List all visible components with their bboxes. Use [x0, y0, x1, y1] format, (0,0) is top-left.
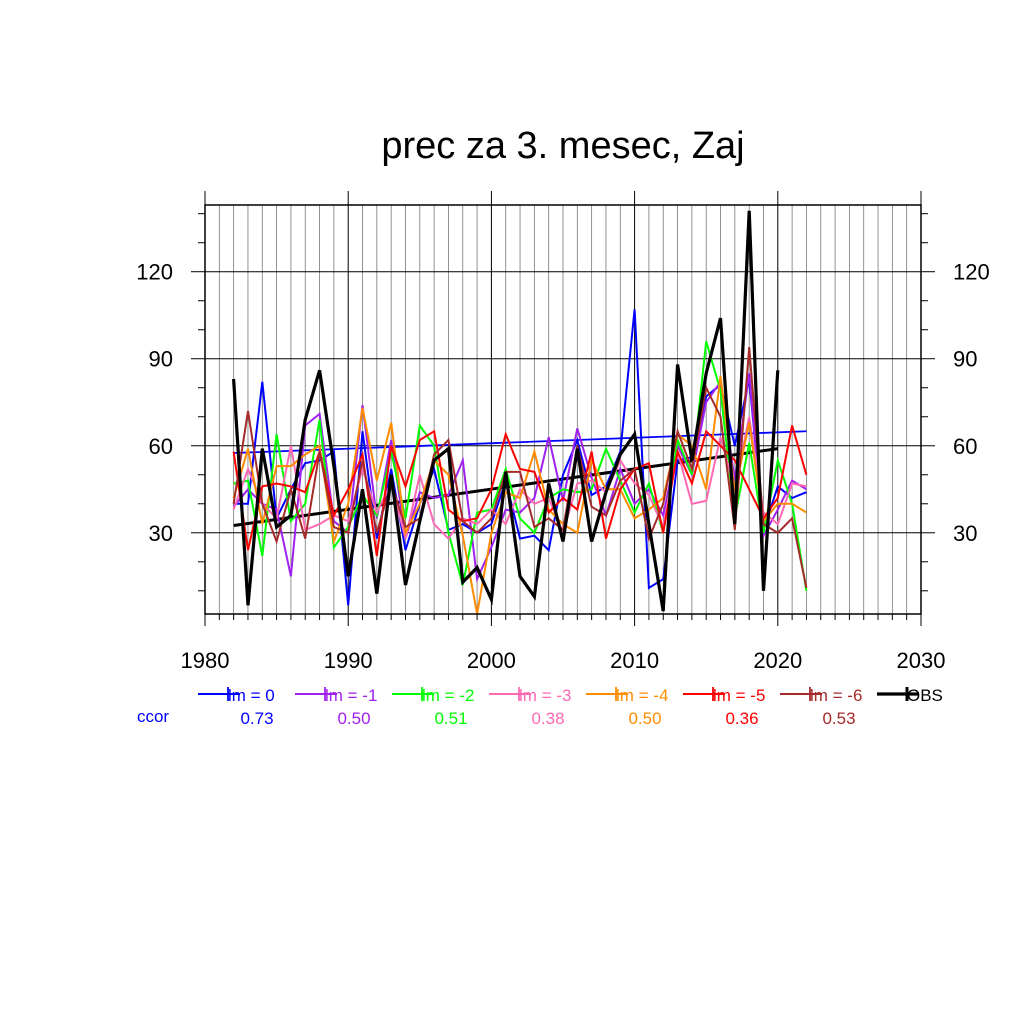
- chart-title: prec za 3. mesec, Zaj: [381, 125, 744, 167]
- legend-item: lm = -6 0.53: [780, 686, 862, 728]
- legend-label: lm = -4: [616, 686, 668, 705]
- x-tick-label: 2000: [467, 648, 516, 673]
- legend: lm = 0 0.73 lm = -1 0.50 lm = -2 0.51 lm = -3 0…: [137, 686, 943, 728]
- legend-label: lm = 0: [228, 686, 275, 705]
- ccor-value: 0.51: [434, 709, 467, 728]
- legend-item: lm = -4 0.50: [586, 686, 668, 728]
- series-line: [233, 309, 807, 606]
- x-tick-label: 2020: [753, 648, 802, 673]
- legend-label: OBS: [907, 686, 943, 705]
- axes: 1980 1990 2000 2010 2020 2030 30 30 60 60 90 90 120 1…: [136, 191, 990, 673]
- legend-label: lm = -3: [519, 686, 571, 705]
- y-tick-label-left: 30: [149, 521, 173, 546]
- legend-item: lm = -5 0.36: [683, 686, 765, 728]
- y-tick-label-left: 90: [149, 347, 173, 372]
- ccor-value: 0.50: [628, 709, 661, 728]
- legend-item: OBS: [877, 686, 943, 705]
- ccor-value: 0.53: [822, 709, 855, 728]
- ccor-value: 0.36: [725, 709, 758, 728]
- legend-item: lm = 0 0.73: [198, 686, 275, 728]
- series-line: [232, 375, 807, 615]
- legend-label: lm = -2: [422, 686, 474, 705]
- legend-item: lm = -2 0.51: [392, 686, 474, 728]
- series-lines: [232, 210, 808, 615]
- ccor-value: 0.73: [240, 709, 273, 728]
- y-tick-label-right: 30: [953, 521, 977, 546]
- x-tick-label: 2030: [897, 648, 946, 673]
- y-tick-label-right: 60: [953, 434, 977, 459]
- grid: [204, 205, 922, 614]
- series-line: [232, 210, 780, 612]
- x-tick-label: 1990: [324, 648, 373, 673]
- ccor-value: 0.38: [531, 709, 564, 728]
- legend-item: lm = -3 0.38: [489, 686, 571, 728]
- legend-label: lm = -5: [713, 686, 765, 705]
- ccor-value: 0.50: [337, 709, 370, 728]
- x-tick-label: 2010: [610, 648, 659, 673]
- ccor-label: ccor: [137, 707, 169, 726]
- y-tick-label-right: 90: [953, 347, 977, 372]
- series-line: [232, 347, 808, 589]
- series-line: [232, 416, 807, 541]
- legend-label: lm = -1: [325, 686, 377, 705]
- y-tick-label-left: 120: [136, 260, 173, 285]
- y-tick-label-right: 120: [953, 260, 990, 285]
- legend-item: lm = -1 0.50: [295, 686, 377, 728]
- x-tick-label: 1980: [181, 648, 230, 673]
- legend-label: lm = -6: [810, 686, 862, 705]
- y-tick-label-left: 60: [149, 434, 173, 459]
- series-line: [232, 425, 808, 557]
